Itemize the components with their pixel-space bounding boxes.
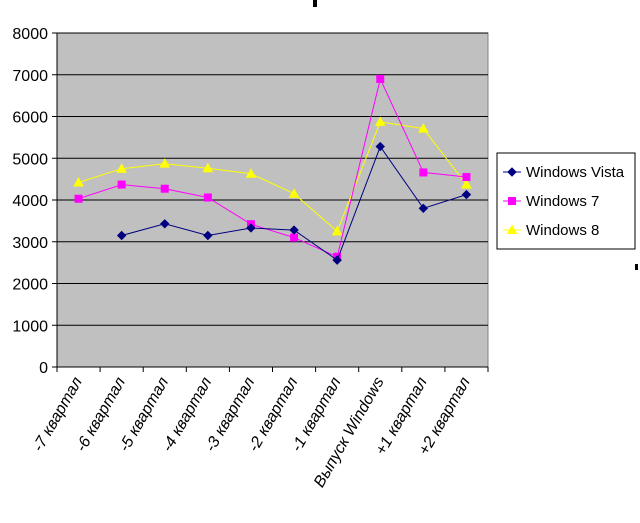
data-point bbox=[160, 219, 170, 229]
y-tick-label: 6000 bbox=[12, 110, 48, 127]
data-point bbox=[289, 225, 299, 235]
legend-swatch-marker bbox=[506, 224, 518, 234]
data-point bbox=[462, 173, 471, 182]
y-tick-label: 0 bbox=[39, 360, 48, 377]
data-point bbox=[160, 184, 169, 193]
data-point bbox=[203, 193, 212, 202]
y-tick-label: 2000 bbox=[12, 277, 48, 294]
data-point bbox=[419, 168, 428, 177]
legend-label: Windows 8 bbox=[526, 222, 599, 239]
data-point bbox=[461, 179, 472, 189]
legend-label: Windows Vista bbox=[526, 164, 625, 181]
data-point bbox=[418, 203, 429, 214]
data-point bbox=[116, 163, 128, 173]
data-point bbox=[375, 141, 385, 152]
decorative-mark-top bbox=[313, 0, 317, 7]
legend: Windows Vista Windows 7 Windows 8 bbox=[496, 152, 636, 250]
gridlines bbox=[57, 32, 488, 326]
axes bbox=[52, 32, 489, 372]
legend-swatch-marker bbox=[507, 167, 517, 177]
y-tick-label: 5000 bbox=[12, 151, 48, 168]
data-point bbox=[116, 230, 127, 241]
data-point bbox=[332, 255, 342, 265]
data-point bbox=[290, 233, 299, 242]
y-tick-label: 8000 bbox=[12, 26, 48, 43]
data-point bbox=[74, 194, 83, 203]
y-tick-label: 4000 bbox=[12, 193, 48, 210]
series-line bbox=[78, 77, 467, 258]
data-point bbox=[159, 158, 171, 168]
data-point bbox=[203, 230, 213, 241]
y-tick-label: 1000 bbox=[12, 318, 48, 335]
data-point bbox=[417, 123, 429, 133]
x-tick-labels: -7 квартал-6 квартал-5 квартал-4 квартал… bbox=[30, 374, 474, 490]
data-point bbox=[376, 74, 385, 83]
data-point bbox=[288, 188, 300, 198]
series-windows-vista bbox=[116, 141, 472, 265]
data-point bbox=[245, 168, 257, 178]
decorative-mark-right bbox=[635, 264, 638, 270]
y-tick-label: 3000 bbox=[12, 235, 48, 252]
data-point bbox=[461, 189, 472, 200]
data-point bbox=[246, 223, 256, 233]
legend-label: Windows 7 bbox=[526, 193, 599, 210]
data-point bbox=[202, 162, 214, 173]
y-tick-label: 7000 bbox=[12, 68, 48, 85]
legend-swatch-marker bbox=[508, 197, 516, 205]
series-lines bbox=[73, 74, 472, 265]
data-point bbox=[374, 116, 386, 126]
data-point bbox=[331, 225, 343, 236]
series-windows-7 bbox=[74, 74, 471, 261]
data-point bbox=[117, 180, 126, 189]
y-tick-labels: 0 1000 2000 3000 4000 5000 6000 7000 8000 bbox=[12, 26, 48, 377]
data-point bbox=[73, 176, 84, 187]
